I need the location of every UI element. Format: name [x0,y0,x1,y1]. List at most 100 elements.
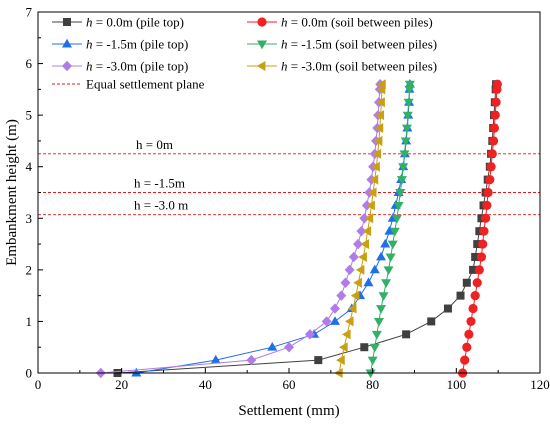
legend-variable: h [281,37,288,52]
data-point [369,343,380,353]
legend-marker [62,38,72,48]
plane-lines-group [38,153,540,216]
data-point [403,98,414,108]
data-point [356,225,367,237]
legend-label: h = 0.0m (soil between piles) [281,15,433,30]
data-point [381,279,392,288]
legend-label: h = -1.5m (pile top) [86,37,188,52]
data-point [374,123,384,134]
legend-text: = -3.0m (soil between piles) [288,59,438,74]
data-point [464,329,474,339]
data-point [376,97,385,108]
data-point [468,303,478,314]
legend-marker [62,60,72,72]
legend-label: h = 0.0m (pile top) [86,15,184,30]
legend-variable: h [281,15,288,30]
data-point [383,266,394,276]
data-point [366,200,375,211]
data-point [376,305,387,314]
legend-variable: h [86,15,93,30]
x-tick-label: 60 [283,377,296,392]
series-group [95,79,502,379]
legend-variable: h [86,37,93,52]
axes-group: 0 20 40 60 80 100 120 0 1 2 3 4 5 6 7 Settlement (mm) Em… [4,5,550,420]
data-point [344,316,354,327]
series-2 [131,79,415,377]
x-axis-title: Settlement (mm) [238,403,339,419]
legend-item: h = -3.0m (pile top) [52,59,188,74]
data-point [363,277,374,287]
legend-variable: h [86,59,93,74]
x-tick-label: 100 [447,377,467,392]
data-point [404,85,415,95]
data-point [470,291,480,301]
y-tick-label: 4 [26,159,33,174]
x-tick-label: 40 [199,377,212,392]
x-tick-label: 0 [35,377,42,392]
data-point [460,355,470,365]
legend-marker [256,61,266,71]
data-point [476,252,487,262]
data-point [321,316,332,327]
legend-item: h = -1.5m (soil between piles) [247,37,437,52]
legend-item: h = -1.5m (pile top) [52,37,188,52]
data-point [344,264,355,276]
y-tick-label: 1 [26,314,33,329]
data-point [372,148,382,159]
data-point [466,316,476,327]
data-point [371,330,382,340]
legend-text: = -3.0m (pile top) [93,59,189,74]
data-point [341,329,351,340]
data-point [483,187,493,198]
legend-marker [63,18,71,26]
data-point [474,265,484,275]
data-point [489,123,500,133]
y-axis-title: Embankment height (m) [4,119,20,266]
data-point [284,342,294,353]
series-line [100,84,381,374]
legend-item: h = -3.0m (soil between piles) [247,59,437,74]
data-point [369,264,380,274]
series-5 [334,79,386,378]
legend-text: = 0.0m (soil between piles) [288,15,433,30]
data-point [378,292,389,301]
data-point [443,304,452,313]
data-point [492,79,502,89]
data-point [267,342,278,351]
equal-settlement-plane-label: h = -1.5m [134,176,185,191]
data-point [469,265,478,274]
data-point [472,278,482,288]
data-point [364,213,374,224]
data-point [398,163,409,172]
data-point [456,291,465,300]
legend-label: Equal settlement plane [86,77,205,92]
legend-variable: h [281,59,288,74]
data-point [367,356,378,366]
data-point [330,316,341,325]
y-tick-label: 5 [26,108,33,123]
data-point [330,303,341,314]
data-point [304,329,315,340]
data-point [348,251,359,263]
legend-label: h = -3.0m (soil between piles) [281,59,437,74]
y-tick-label: 0 [26,366,33,381]
data-point [347,303,357,314]
data-point [400,137,411,147]
data-point [482,200,492,210]
data-point [478,239,488,249]
data-point [362,226,372,237]
data-point [389,227,400,237]
data-point [369,174,379,185]
data-point [485,175,495,185]
legend-marker [257,40,267,50]
data-point [371,161,380,172]
legend-item: h = 0.0m (soil between piles) [247,15,433,30]
data-point [488,136,499,146]
annotations-group: h = 0m h = -1.5m h = -3.0 m [134,137,188,213]
data-point [393,201,404,211]
legend-label: h = -1.5m (soil between piles) [281,37,437,52]
data-point [490,110,500,120]
legend-label: h = -3.0m (pile top) [86,59,188,74]
data-point [473,240,482,249]
data-point [402,111,413,121]
